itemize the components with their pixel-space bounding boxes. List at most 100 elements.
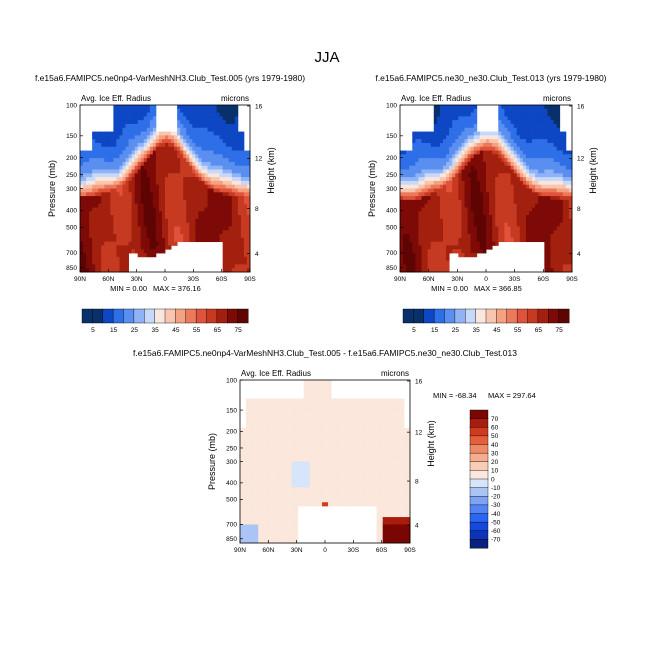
contour-cell <box>439 192 444 197</box>
contour-cell <box>128 249 133 254</box>
contour-cell <box>143 253 148 258</box>
contour-cell <box>180 131 184 136</box>
contour-cell <box>486 142 490 148</box>
contour-cell <box>246 199 251 205</box>
contour-cell <box>556 146 561 151</box>
contour-cell <box>364 409 368 414</box>
contour-cell <box>409 165 413 170</box>
contour-cell <box>443 268 447 273</box>
contour-cell <box>562 131 567 136</box>
contour-cell <box>458 188 462 193</box>
contour-cell <box>252 405 256 411</box>
contour-cell <box>155 241 160 246</box>
contour-cell <box>532 135 536 140</box>
contour-cell <box>119 123 123 129</box>
contour-cell <box>486 207 490 212</box>
contour-cell <box>461 199 465 205</box>
contour-cell <box>95 180 99 186</box>
contour-cell <box>104 207 108 212</box>
contour-cell <box>421 169 425 174</box>
contour-cell <box>210 139 214 144</box>
contour-cell <box>489 222 493 227</box>
contour-cell <box>213 123 218 129</box>
contour-cell <box>406 158 410 163</box>
contour-cell <box>461 215 465 220</box>
contour-cell <box>452 226 456 231</box>
contour-cell <box>565 230 570 235</box>
contour-cell <box>391 405 396 411</box>
contour-cell <box>464 188 468 193</box>
contour-cell <box>525 169 530 174</box>
contour-cell <box>104 169 108 174</box>
contour-cell <box>458 192 462 197</box>
contour-cell <box>492 192 496 197</box>
contour-cell <box>325 417 329 422</box>
contour-cell <box>201 158 205 163</box>
contour-cell <box>504 161 508 167</box>
contour-cell <box>418 146 422 151</box>
contour-cell <box>240 165 245 170</box>
contour-cell <box>443 226 447 231</box>
contour-cell <box>458 245 462 250</box>
contour-cell <box>513 226 518 231</box>
x-tick-label: 60N <box>423 276 435 283</box>
contour-cell <box>337 398 341 403</box>
contour-cell <box>427 177 432 182</box>
contour-cell <box>406 165 410 170</box>
contour-cell <box>201 222 205 227</box>
contour-cell <box>110 150 114 155</box>
contour-cell <box>222 105 227 110</box>
contour-cell <box>270 439 274 444</box>
contour-cell <box>140 158 145 163</box>
contour-cell <box>207 203 211 208</box>
contour-cell <box>231 192 236 197</box>
contour-cell <box>473 116 478 121</box>
contour-cell <box>186 165 190 170</box>
contour-cell <box>406 226 410 231</box>
contour-cell <box>222 264 227 269</box>
contour-cell <box>439 146 444 151</box>
contour-cell <box>331 413 335 418</box>
contour-cell <box>219 120 224 125</box>
contour-cell <box>325 439 329 444</box>
contour-cell <box>529 199 533 205</box>
contour-cell <box>225 180 230 186</box>
contour-cell <box>501 146 505 151</box>
contour-cell <box>382 439 387 444</box>
contour-cell <box>122 222 126 227</box>
contour-cell <box>119 177 123 182</box>
contour-cell <box>547 123 551 129</box>
contour-cell <box>234 207 239 212</box>
contour-cell <box>553 127 558 132</box>
contour-cell <box>225 131 230 136</box>
contour-cell <box>231 135 236 140</box>
contour-cell <box>446 180 450 186</box>
contour-cell <box>113 241 117 246</box>
contour-cell <box>125 120 129 125</box>
contour-cell <box>525 108 530 113</box>
contour-cell <box>210 234 214 239</box>
contour-cell <box>128 135 133 140</box>
contour-cell <box>400 222 404 227</box>
contour-cell <box>403 249 407 254</box>
contour-cell <box>553 108 558 113</box>
x-tick-label: 30S <box>509 276 521 283</box>
contour-cell <box>325 387 329 392</box>
contour-cell <box>180 234 184 239</box>
contour-cell <box>421 173 425 178</box>
contour-cell <box>418 165 422 170</box>
contour-cell <box>168 142 172 148</box>
contour-cell <box>358 424 362 429</box>
contour-cell <box>446 142 450 148</box>
contour-cell <box>516 237 521 243</box>
contour-cell <box>198 120 202 125</box>
contour-cell <box>489 215 493 220</box>
contour-cell <box>467 249 472 254</box>
contour-cell <box>406 268 410 273</box>
contour-cell <box>303 398 308 403</box>
contour-cell <box>461 184 465 189</box>
contour-cell <box>174 146 178 151</box>
contour-cell <box>550 135 554 140</box>
y-tick-label: 850 <box>386 265 397 272</box>
contour-cell <box>198 226 202 231</box>
